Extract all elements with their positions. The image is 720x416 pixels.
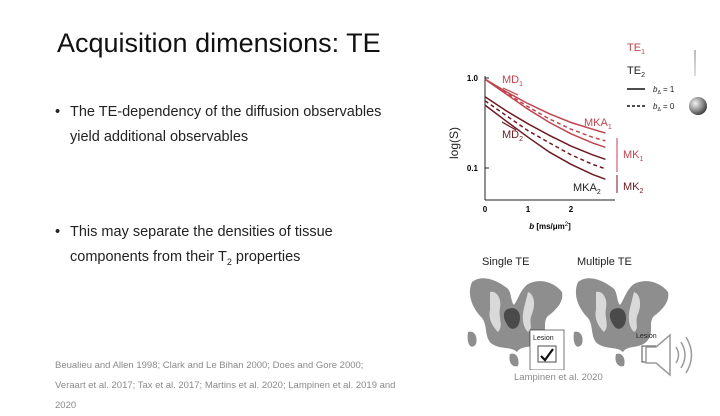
single-te-title: Single TE (482, 256, 530, 268)
speaker-body (645, 333, 671, 377)
legend-dashed-label: bΔ = 0 (653, 102, 675, 113)
mka2-label: MKA2 (573, 182, 601, 196)
series-line-te1-dashed-2 (484, 78, 606, 142)
brain-region (509, 353, 519, 367)
bullet-line: This may separate the densities of tissu… (70, 224, 333, 240)
x-axis-label: b [ms/μm2] (529, 222, 571, 231)
series-line-te2-solid-3 (484, 96, 606, 161)
brain-dark-region (503, 308, 520, 329)
brain-region (467, 331, 477, 347)
bullet-line: The TE-dependency of the diffusion obser… (70, 104, 382, 120)
mk1-label: MK1 (623, 149, 644, 163)
multiple-te-title: Multiple TE (577, 256, 632, 268)
series-line-te1-solid-1 (484, 78, 606, 149)
bullet-line-tail: properties (231, 249, 301, 265)
x-tick-label: 2 (569, 205, 574, 214)
bullet-line: yield additional observables (70, 129, 249, 145)
reference-line: Beualieu and Allen 1998; Clark and Le Bi… (55, 360, 364, 371)
y-tick-label: 1.0 (467, 74, 479, 83)
legend-te1: TE1 (627, 42, 645, 56)
speaker-icon[interactable] (640, 330, 700, 380)
brain-highlight (489, 291, 501, 332)
sound-wave (675, 346, 680, 364)
md1-label: MD1 (502, 74, 523, 88)
bullet-glyph: • (55, 104, 61, 120)
subscript: 2 (226, 256, 232, 267)
y-tick-label: 0.1 (467, 164, 479, 173)
bullet-glyph: • (55, 224, 61, 240)
bullet-line: components from their T (70, 249, 227, 265)
series-line-te1-solid-0 (484, 78, 606, 134)
md1-arrow (502, 87, 519, 96)
md2-label: MD2 (502, 129, 523, 143)
cylinder-icon (694, 50, 696, 76)
figure-caption: Lampinen et al. 2020 (514, 372, 603, 383)
series-line-te2-solid-4 (484, 104, 606, 180)
md2-arrow (501, 121, 517, 131)
x-tick-label: 1 (526, 205, 531, 214)
references: Beualieu and Allen 1998; Clark and Le Bi… (55, 356, 415, 416)
lesion-label: Lesion (636, 333, 657, 340)
mk2-label: MK2 (623, 181, 644, 195)
sphere-icon (689, 97, 707, 115)
mka1-label: MKA1 (584, 117, 612, 131)
checkmark-icon (540, 348, 554, 362)
legend-te2: TE2 (627, 65, 645, 79)
brain-highlight (628, 292, 641, 332)
brain-highlight (595, 291, 607, 332)
lesion-label: Lesion (533, 335, 554, 342)
series-line-te2-dashed-5 (484, 100, 606, 170)
reference-line: Veraart et al. 2017; Tax et al. 2017; Ma… (55, 380, 396, 411)
series-layer (484, 78, 606, 180)
legend-solid-label: bΔ = 1 (653, 85, 675, 96)
brain-region (615, 353, 625, 367)
y-axis-label: log(S) (447, 127, 461, 159)
x-tick-label: 0 (483, 205, 488, 214)
brain-map-single-te: Lesion (467, 278, 565, 370)
sound-wave (685, 336, 693, 374)
brain-map-multiple-te: Lesion (573, 278, 669, 367)
brain-dark-region (609, 308, 626, 329)
signal-decay-chart: log(S) 1.0 0.1 0 1 2 b [ms/μm2] MD1 MD2 … (447, 42, 707, 231)
brain-highlight (522, 292, 535, 332)
lesion-box (537, 345, 557, 363)
sound-wave (680, 341, 686, 369)
brain-region (573, 331, 583, 347)
slide-title: Acquisition dimensions: TE (57, 28, 381, 58)
